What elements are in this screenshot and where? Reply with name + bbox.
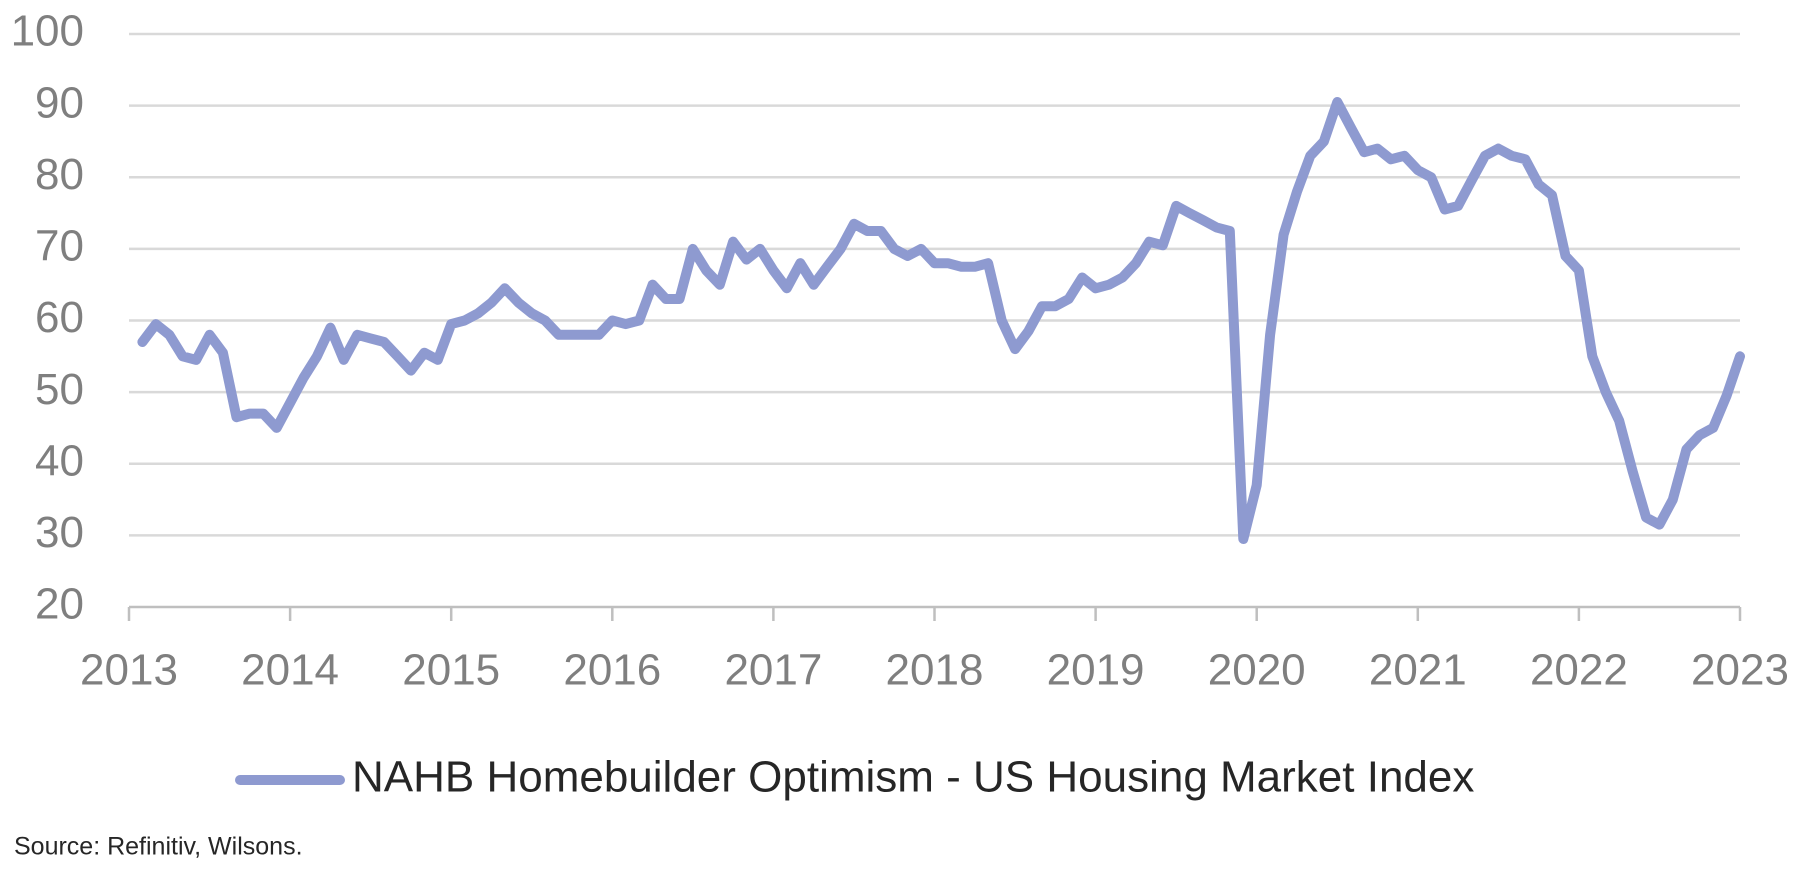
x-tick-label: 2020 [1208, 646, 1306, 695]
x-tick-label: 2017 [724, 646, 822, 695]
x-tick-label: 2019 [1047, 646, 1145, 695]
legend-label: NAHB Homebuilder Optimism - US Housing M… [352, 753, 1474, 802]
x-tick-label: 2021 [1369, 646, 1467, 695]
y-tick-label: 60 [35, 293, 84, 342]
x-tick-label: 2014 [241, 646, 339, 695]
y-tick-label: 100 [11, 7, 84, 56]
y-tick-label: 30 [35, 508, 84, 557]
x-tick-label: 2015 [402, 646, 500, 695]
x-tick-label: 2018 [886, 646, 984, 695]
y-tick-label: 80 [35, 150, 84, 199]
data-line [137, 97, 1745, 544]
y-tick-label: 50 [35, 365, 84, 414]
y-tick-label: 90 [35, 78, 84, 127]
source-note: Source: Refinitiv, Wilsons. [14, 833, 303, 861]
x-tick-label: 2022 [1530, 646, 1628, 695]
x-tick-label: 2016 [563, 646, 661, 695]
y-tick-label: 40 [35, 436, 84, 485]
y-tick-label: 70 [35, 222, 84, 271]
y-tick-label: 20 [35, 580, 84, 629]
x-tick-label: 2013 [80, 646, 178, 695]
x-tick-label: 2023 [1691, 646, 1789, 695]
